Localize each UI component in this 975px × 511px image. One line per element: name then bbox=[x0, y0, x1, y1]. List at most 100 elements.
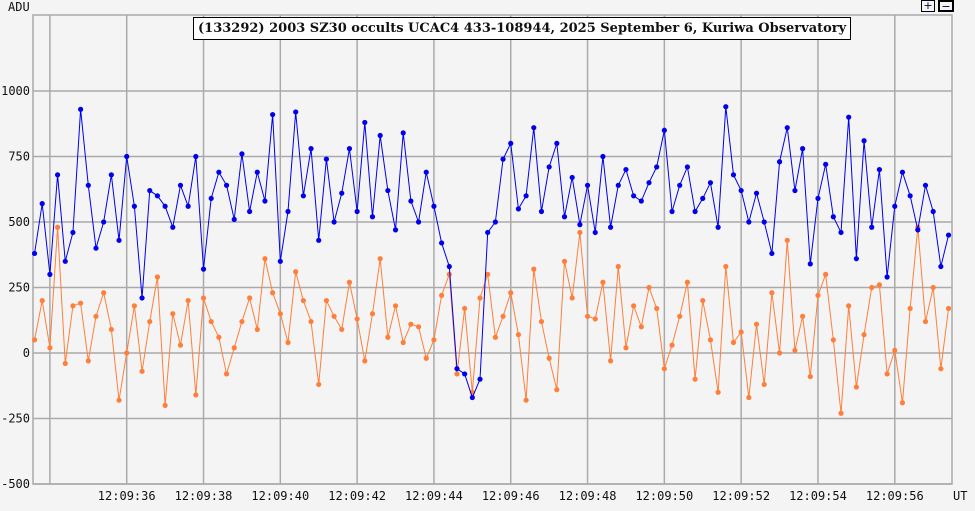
data-point-target bbox=[654, 164, 660, 170]
data-point-comparison bbox=[423, 355, 429, 361]
data-point-comparison bbox=[600, 279, 606, 285]
data-point-comparison bbox=[39, 297, 45, 304]
data-point-target bbox=[508, 140, 514, 146]
data-point-comparison bbox=[899, 400, 906, 406]
data-point-target bbox=[285, 208, 291, 215]
data-point-target bbox=[415, 219, 422, 225]
data-point-target bbox=[876, 166, 883, 173]
data-point-target bbox=[492, 219, 498, 225]
data-point-target bbox=[615, 182, 621, 188]
data-point-comparison bbox=[523, 397, 529, 403]
data-point-comparison bbox=[462, 305, 468, 312]
data-point-comparison bbox=[646, 284, 652, 291]
data-point-comparison bbox=[938, 366, 944, 372]
y-tick-label: 750 bbox=[8, 149, 30, 163]
x-tick-label: 12:09:44 bbox=[405, 489, 463, 503]
data-point-comparison bbox=[385, 334, 391, 340]
data-point-comparison bbox=[554, 387, 560, 393]
data-point-target bbox=[78, 106, 84, 112]
data-point-target bbox=[469, 394, 475, 401]
data-point-target bbox=[331, 219, 337, 225]
data-point-target bbox=[200, 266, 207, 272]
data-point-comparison bbox=[907, 305, 913, 312]
data-point-comparison bbox=[631, 303, 637, 309]
data-point-target bbox=[323, 156, 330, 162]
data-point-target bbox=[85, 182, 91, 188]
data-point-comparison bbox=[546, 355, 552, 361]
data-point-target bbox=[454, 366, 460, 372]
data-point-comparison bbox=[108, 326, 114, 333]
data-point-target bbox=[131, 203, 137, 209]
data-point-comparison bbox=[308, 318, 314, 325]
data-point-target bbox=[392, 227, 399, 233]
zoom-in-button[interactable]: + bbox=[921, 0, 935, 12]
data-point-target bbox=[477, 376, 483, 382]
y-tick-label: 0 bbox=[23, 346, 30, 360]
data-point-comparison bbox=[623, 345, 629, 351]
data-point-target bbox=[838, 229, 844, 236]
data-point-target bbox=[377, 132, 383, 139]
data-point-target bbox=[93, 245, 99, 251]
data-point-target bbox=[692, 208, 698, 215]
data-point-comparison bbox=[515, 332, 522, 338]
data-point-comparison bbox=[753, 321, 760, 327]
series-line-target bbox=[34, 106, 950, 399]
data-point-target bbox=[439, 240, 445, 246]
data-point-target bbox=[769, 250, 775, 257]
data-point-target bbox=[569, 174, 575, 181]
data-point-target bbox=[869, 224, 875, 230]
data-point-comparison bbox=[254, 326, 260, 333]
data-point-comparison bbox=[477, 295, 483, 301]
data-point-comparison bbox=[607, 358, 614, 364]
y-tick-label: 250 bbox=[8, 280, 30, 294]
data-point-comparison bbox=[853, 384, 859, 390]
data-point-target bbox=[938, 263, 944, 270]
data-point-comparison bbox=[569, 295, 575, 301]
data-point-target bbox=[707, 180, 714, 186]
data-point-target bbox=[554, 140, 560, 146]
data-point-comparison bbox=[323, 297, 330, 304]
data-point-comparison bbox=[47, 345, 53, 351]
data-point-comparison bbox=[454, 371, 460, 377]
data-point-comparison bbox=[538, 318, 545, 325]
x-tick-label: 12:09:50 bbox=[635, 489, 693, 503]
data-point-target bbox=[800, 146, 806, 152]
data-point-comparison bbox=[62, 360, 68, 367]
data-point-comparison bbox=[684, 279, 690, 285]
data-point-target bbox=[162, 203, 168, 209]
data-point-comparison bbox=[185, 297, 191, 304]
data-point-comparison bbox=[922, 318, 929, 325]
data-point-comparison bbox=[661, 366, 667, 372]
data-point-comparison bbox=[730, 339, 737, 346]
data-point-comparison bbox=[93, 313, 99, 319]
data-point-target bbox=[531, 125, 537, 131]
data-point-comparison bbox=[439, 292, 445, 298]
data-point-comparison bbox=[485, 271, 491, 277]
data-point-comparison bbox=[723, 263, 729, 270]
data-point-comparison bbox=[316, 381, 322, 388]
data-point-comparison bbox=[147, 318, 153, 325]
data-point-target bbox=[730, 172, 737, 178]
data-point-target bbox=[193, 153, 199, 160]
data-point-comparison bbox=[508, 290, 514, 296]
data-point-comparison bbox=[830, 337, 836, 343]
data-point-target bbox=[54, 172, 61, 178]
data-point-comparison bbox=[823, 271, 829, 277]
x-tick-label: 12:09:38 bbox=[175, 489, 233, 503]
y-tick-label: -250 bbox=[1, 411, 30, 425]
data-point-comparison bbox=[377, 256, 383, 262]
data-point-comparison bbox=[131, 303, 137, 309]
data-point-comparison bbox=[369, 311, 376, 317]
data-point-target bbox=[431, 203, 437, 209]
data-point-target bbox=[584, 182, 591, 188]
data-point-comparison bbox=[408, 321, 414, 327]
data-point-target bbox=[853, 256, 859, 262]
data-point-comparison bbox=[277, 311, 283, 317]
data-point-target bbox=[262, 198, 268, 204]
data-point-target bbox=[884, 274, 890, 280]
data-point-comparison bbox=[116, 397, 122, 403]
data-point-comparison bbox=[170, 311, 176, 317]
data-point-target bbox=[208, 195, 214, 202]
zoom-out-button[interactable]: − bbox=[938, 0, 954, 12]
